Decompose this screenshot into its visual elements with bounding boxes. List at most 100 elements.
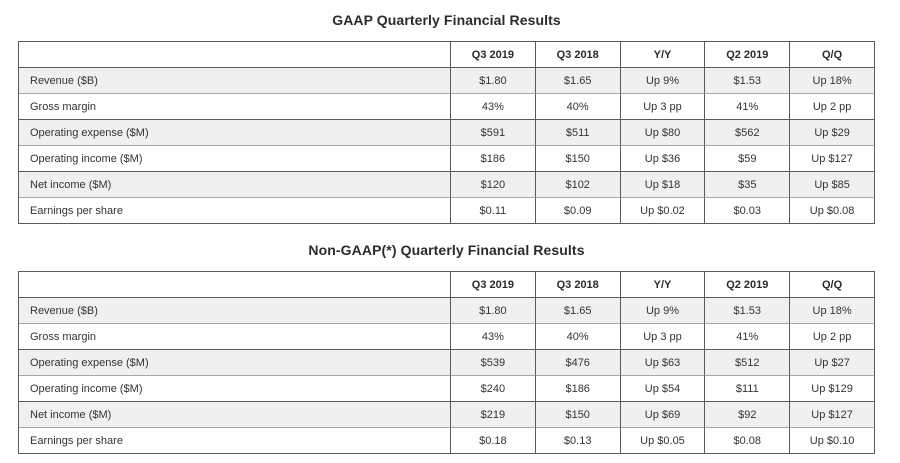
cell-value: $476 bbox=[535, 350, 621, 376]
cell-value: Up $80 bbox=[620, 120, 706, 146]
gaap-results-table: Q3 2019 Q3 2018 Y/Y Q2 2019 Q/Q Revenue ($B) $… bbox=[18, 41, 875, 224]
row-label: Earnings per share bbox=[19, 198, 451, 224]
gaap-results-section: GAAP Quarterly Financial Results Q3 2019… bbox=[18, 12, 875, 224]
cell-value: $591 bbox=[451, 120, 536, 146]
cell-value: $0.13 bbox=[535, 428, 621, 454]
cell-value: $1.53 bbox=[705, 68, 791, 94]
table-row: Operating expense ($M) $591 $511 Up $80 $562… bbox=[19, 120, 875, 146]
cell-value: $1.80 bbox=[451, 298, 536, 324]
column-header: Q/Q bbox=[790, 272, 875, 298]
row-label: Earnings per share bbox=[19, 428, 451, 454]
row-label: Operating income ($M) bbox=[19, 146, 451, 172]
row-label: Net income ($M) bbox=[19, 172, 451, 198]
financial-results-document: GAAP Quarterly Financial Results Q3 2019… bbox=[18, 12, 875, 454]
cell-value: 41% bbox=[705, 94, 791, 120]
row-label: Operating expense ($M) bbox=[19, 120, 451, 146]
column-header: Q3 2018 bbox=[535, 272, 621, 298]
cell-value: Up $127 bbox=[790, 146, 875, 172]
cell-value: $102 bbox=[535, 172, 621, 198]
cell-value: Up 2 pp bbox=[790, 94, 875, 120]
gaap-table-title: GAAP Quarterly Financial Results bbox=[332, 12, 561, 28]
non-gaap-results-table: Q3 2019 Q3 2018 Y/Y Q2 2019 Q/Q Revenue ($B) $… bbox=[18, 271, 875, 454]
cell-value: $240 bbox=[451, 376, 536, 402]
cell-value: Up $54 bbox=[620, 376, 706, 402]
cell-value: $150 bbox=[535, 146, 621, 172]
cell-value: $186 bbox=[535, 376, 621, 402]
cell-value: $562 bbox=[705, 120, 791, 146]
cell-value: $1.65 bbox=[535, 298, 621, 324]
cell-value: Up 3 pp bbox=[620, 324, 706, 350]
header-row: Q3 2019 Q3 2018 Y/Y Q2 2019 Q/Q bbox=[19, 42, 875, 68]
column-header: Q3 2018 bbox=[535, 42, 621, 68]
column-header: Q/Q bbox=[790, 42, 875, 68]
row-label: Gross margin bbox=[19, 94, 451, 120]
cell-value: $512 bbox=[705, 350, 791, 376]
row-label: Net income ($M) bbox=[19, 402, 451, 428]
cell-value: 43% bbox=[451, 94, 536, 120]
row-label: Revenue ($B) bbox=[19, 298, 451, 324]
cell-value: $1.53 bbox=[705, 298, 791, 324]
cell-value: Up 3 pp bbox=[620, 94, 706, 120]
cell-value: Up 9% bbox=[620, 68, 706, 94]
row-label: Operating income ($M) bbox=[19, 376, 451, 402]
cell-value: 41% bbox=[705, 324, 791, 350]
cell-value: $0.09 bbox=[535, 198, 621, 224]
column-header: Q2 2019 bbox=[705, 272, 791, 298]
table-row: Operating income ($M) $186 $150 Up $36 $59 Up… bbox=[19, 146, 875, 172]
cell-value: $0.08 bbox=[705, 428, 791, 454]
cell-value: Up $0.05 bbox=[620, 428, 706, 454]
cell-value: $186 bbox=[451, 146, 536, 172]
cell-value: $92 bbox=[705, 402, 791, 428]
table-row: Operating expense ($M) $539 $476 Up $63 $512… bbox=[19, 350, 875, 376]
cell-value: Up $0.08 bbox=[790, 198, 875, 224]
table-row: Revenue ($B) $1.80 $1.65 Up 9% $1.53 Up 18% bbox=[19, 298, 875, 324]
header-row: Q3 2019 Q3 2018 Y/Y Q2 2019 Q/Q bbox=[19, 272, 875, 298]
cell-value: $1.80 bbox=[451, 68, 536, 94]
cell-value: $35 bbox=[705, 172, 791, 198]
column-header: Y/Y bbox=[620, 42, 706, 68]
cell-value: 43% bbox=[451, 324, 536, 350]
cell-value: Up $36 bbox=[620, 146, 706, 172]
cell-value: Up $69 bbox=[620, 402, 706, 428]
table-row: Earnings per share $0.11 $0.09 Up $0.02 $0.0… bbox=[19, 198, 875, 224]
cell-value: Up $0.02 bbox=[620, 198, 706, 224]
table-row: Net income ($M) $219 $150 Up $69 $92 Up $127 bbox=[19, 402, 875, 428]
cell-value: $0.11 bbox=[451, 198, 536, 224]
row-label: Operating expense ($M) bbox=[19, 350, 451, 376]
table-row: Operating income ($M) $240 $186 Up $54 $111 U… bbox=[19, 376, 875, 402]
cell-value: Up $63 bbox=[620, 350, 706, 376]
table-row: Revenue ($B) $1.80 $1.65 Up 9% $1.53 Up 18% bbox=[19, 68, 875, 94]
cell-value: 40% bbox=[535, 94, 621, 120]
table-row: Net income ($M) $120 $102 Up $18 $35 Up $85 bbox=[19, 172, 875, 198]
cell-value: $539 bbox=[451, 350, 536, 376]
column-header: Q2 2019 bbox=[705, 42, 791, 68]
non-gaap-table-title: Non-GAAP(*) Quarterly Financial Results bbox=[308, 242, 585, 258]
cell-value: Up 2 pp bbox=[790, 324, 875, 350]
cell-value: $511 bbox=[535, 120, 621, 146]
cell-value: $0.18 bbox=[451, 428, 536, 454]
cell-value: Up $29 bbox=[790, 120, 875, 146]
cell-value: Up $27 bbox=[790, 350, 875, 376]
cell-value: $0.03 bbox=[705, 198, 791, 224]
cell-value: Up 18% bbox=[790, 68, 875, 94]
table-row: Gross margin 43% 40% Up 3 pp 41% Up 2 pp bbox=[19, 324, 875, 350]
cell-value: $150 bbox=[535, 402, 621, 428]
cell-value: Up 18% bbox=[790, 298, 875, 324]
column-header: Y/Y bbox=[620, 272, 706, 298]
column-header: Q3 2019 bbox=[451, 42, 536, 68]
column-header: Q3 2019 bbox=[451, 272, 536, 298]
cell-value: Up $127 bbox=[790, 402, 875, 428]
row-label: Gross margin bbox=[19, 324, 451, 350]
cell-value: Up $18 bbox=[620, 172, 706, 198]
cell-value: $219 bbox=[451, 402, 536, 428]
non-gaap-results-section: Non-GAAP(*) Quarterly Financial Results … bbox=[18, 242, 875, 454]
table-row: Earnings per share $0.18 $0.13 Up $0.05 $0.0… bbox=[19, 428, 875, 454]
cell-value: Up $0.10 bbox=[790, 428, 875, 454]
cell-value: $59 bbox=[705, 146, 791, 172]
cell-value: 40% bbox=[535, 324, 621, 350]
table-row: Gross margin 43% 40% Up 3 pp 41% Up 2 pp bbox=[19, 94, 875, 120]
cell-value: $111 bbox=[705, 376, 791, 402]
cell-value: Up 9% bbox=[620, 298, 706, 324]
cell-value: $120 bbox=[451, 172, 536, 198]
cell-value: $1.65 bbox=[535, 68, 621, 94]
